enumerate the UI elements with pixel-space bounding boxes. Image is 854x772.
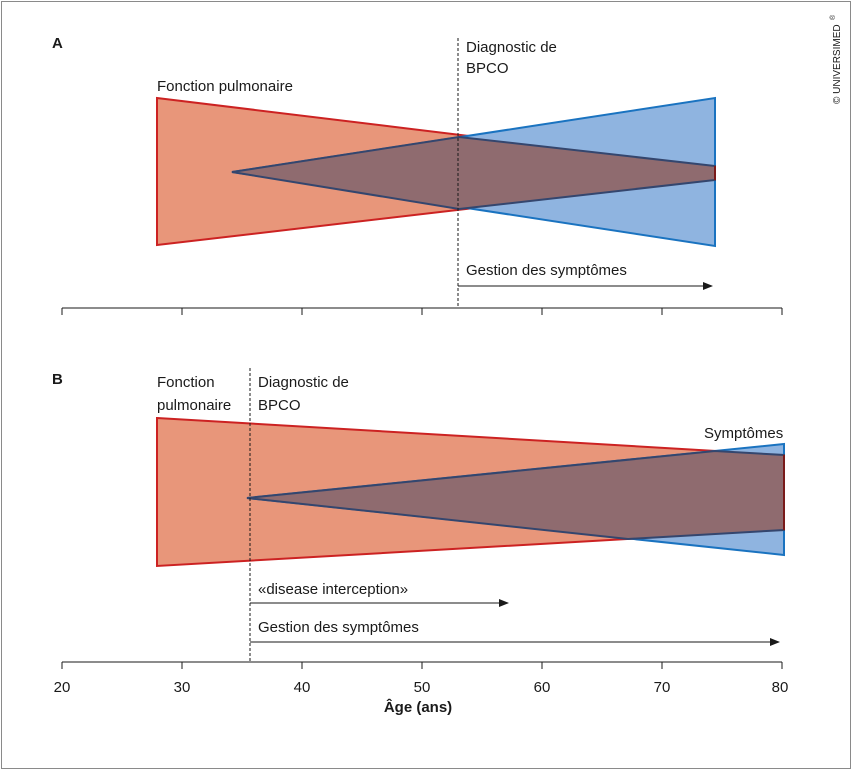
axis-tick-label: 50 [414, 679, 431, 696]
axis-title: Âge (ans) [384, 698, 452, 716]
panel-b: B Fonction pulmonaire Symptômes Diagnost… [52, 368, 788, 716]
axis-tick-label: 60 [534, 679, 551, 696]
axis-tick-label: 20 [54, 679, 71, 696]
panel-a-diagnosis-label-1: Diagnostic de [466, 39, 557, 56]
panel-b-lung-function-label-2: pulmonaire [157, 397, 231, 414]
panel-b-diagnosis-label-2: BPCO [258, 397, 301, 414]
axis-tick-label: 70 [654, 679, 671, 696]
axis-tick-label: 80 [772, 679, 789, 696]
copyright-notice: © UNIVERSIMED ® [829, 14, 843, 104]
panel-b-symptoms-label: Symptômes [704, 425, 783, 442]
axis-tick-label: 40 [294, 679, 311, 696]
panel-a-axis [61, 307, 783, 315]
panel-b-letter: B [52, 371, 63, 388]
panel-a-lung-function-label: Fonction pulmonaire [157, 78, 293, 95]
panel-a: A Fonction pulmonaire Diagnostic de BPCO… [52, 35, 783, 315]
panel-a-letter: A [52, 35, 63, 52]
panel-a-symptom-management-label: Gestion des symptômes [466, 262, 627, 279]
copyright-text: © UNIVERSIMED [832, 24, 843, 104]
registered-mark: ® [829, 14, 837, 20]
panel-a-diagnosis-label-2: BPCO [466, 60, 509, 77]
panel-b-symptom-management-label: Gestion des symptômes [258, 619, 419, 636]
panel-b-disease-interception-label: «disease interception» [258, 581, 408, 598]
panel-b-diagnosis-label-1: Diagnostic de [258, 374, 349, 391]
panel-b-lung-function-label-1: Fonction [157, 374, 215, 391]
panel-b-axis: 20 30 40 50 60 70 80 Âge (ans) [54, 661, 789, 716]
axis-tick-label: 30 [174, 679, 191, 696]
